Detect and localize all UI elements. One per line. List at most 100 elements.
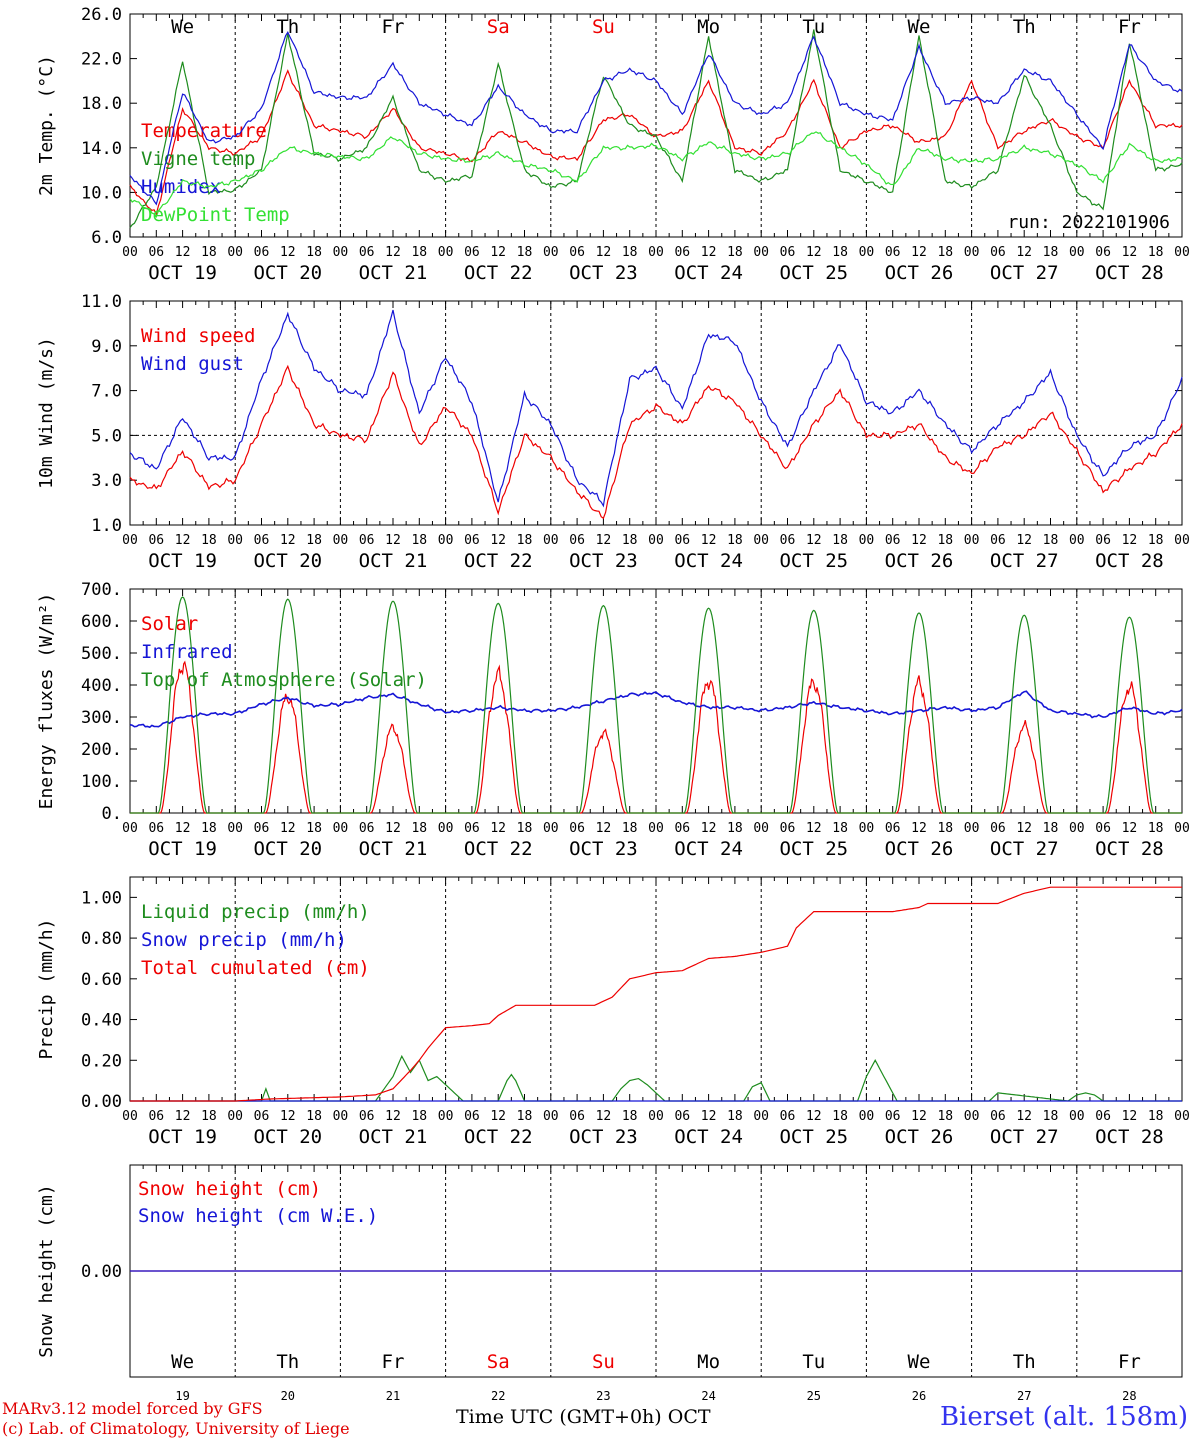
energy-date-label: OCT 26 <box>885 838 954 860</box>
energy-hour-label: 18 <box>727 821 743 836</box>
wind-hour-label: 18 <box>1148 533 1164 548</box>
energy-hour-label: 18 <box>832 821 848 836</box>
energy-hour-label: 12 <box>280 821 296 836</box>
weekday-label: Mo <box>697 16 720 38</box>
precip-hour-label: 00 <box>753 1109 769 1124</box>
weekday-label: Th <box>1013 16 1036 38</box>
weekday-label: Su <box>592 16 615 38</box>
temp-hour-label: 18 <box>832 245 848 260</box>
precip-legend-label: Total cumulated (cm) <box>141 957 370 979</box>
precip-date-label: OCT 27 <box>990 1126 1059 1148</box>
wind-hour-label: 12 <box>490 533 506 548</box>
temp-hour-label: 00 <box>333 245 349 260</box>
temp-legend-label: Temperature <box>141 120 267 142</box>
temp-hour-label: 00 <box>1174 245 1190 260</box>
day-number-label: 25 <box>807 1389 821 1400</box>
precip-hour-label: 18 <box>306 1109 322 1124</box>
temp-legend-label: DewPoint Temp <box>141 204 290 226</box>
energy-date-label: OCT 22 <box>464 838 533 860</box>
wind-hour-label: 12 <box>385 533 401 548</box>
energy-ylabel: Energy fluxes (W/m²) <box>36 593 57 810</box>
precip-hour-label: 06 <box>885 1109 901 1124</box>
energy-hour-label: 06 <box>674 821 690 836</box>
precip-date-label: OCT 23 <box>569 1126 638 1148</box>
temp-legend-label: Vigne temp <box>141 148 255 170</box>
wind-hour-label: 00 <box>1069 533 1085 548</box>
day-number-label: 22 <box>491 1389 505 1400</box>
wind-hour-label: 00 <box>648 533 664 548</box>
temp-hour-label: 06 <box>254 245 270 260</box>
wind-hour-label: 00 <box>1174 533 1190 548</box>
wind-ytick-label: 3.0 <box>91 471 122 491</box>
precip-hour-label: 12 <box>490 1109 506 1124</box>
energy-hour-label: 00 <box>648 821 664 836</box>
energy-hour-label: 00 <box>333 821 349 836</box>
wind-hour-label: 00 <box>543 533 559 548</box>
weekday-label: Su <box>592 1351 615 1373</box>
energy-hour-label: 12 <box>596 821 612 836</box>
energy-date-label: OCT 21 <box>359 838 428 860</box>
day-number-label: 20 <box>281 1389 295 1400</box>
wind-hour-label: 06 <box>359 533 375 548</box>
precip-hour-label: 12 <box>280 1109 296 1124</box>
energy-hour-label: 00 <box>543 821 559 836</box>
temp-date-label: OCT 27 <box>990 262 1059 284</box>
snow-ylabel: Snow height (cm) <box>36 1184 57 1357</box>
wind-date-label: OCT 24 <box>674 550 743 572</box>
precip-hour-label: 06 <box>148 1109 164 1124</box>
wind-hour-label: 18 <box>201 533 217 548</box>
precip-ytick-label: 1.00 <box>81 888 122 908</box>
wind-hour-label: 18 <box>727 533 743 548</box>
energy-hour-label: 18 <box>1148 821 1164 836</box>
energy-date-label: OCT 25 <box>779 838 848 860</box>
wind-ytick-label: 1.0 <box>91 516 122 536</box>
day-number-label: 23 <box>596 1389 610 1400</box>
energy-hour-label: 06 <box>885 821 901 836</box>
wind-hour-label: 06 <box>885 533 901 548</box>
day-number-label: 21 <box>386 1389 400 1400</box>
energy-series-line <box>129 690 1183 729</box>
precip-hour-label: 06 <box>990 1109 1006 1124</box>
wind-ytick-label: 9.0 <box>91 337 122 357</box>
wind-legend-label: Wind speed <box>141 325 255 347</box>
temp-hour-label: 06 <box>464 245 480 260</box>
lab-credit: (c) Lab. of Climatology, University of L… <box>2 1419 350 1438</box>
weekday-label: We <box>171 1351 194 1373</box>
wind-series-line <box>129 364 1183 520</box>
temp-hour-label: 18 <box>1043 245 1059 260</box>
wind-series-line <box>129 309 1183 508</box>
wind-hour-label: 06 <box>674 533 690 548</box>
wind-date-label: OCT 22 <box>464 550 533 572</box>
precip-hour-label: 18 <box>411 1109 427 1124</box>
energy-hour-label: 12 <box>1016 821 1032 836</box>
wind-date-label: OCT 27 <box>990 550 1059 572</box>
wind-hour-label: 18 <box>937 533 953 548</box>
temp-hour-label: 18 <box>937 245 953 260</box>
precip-ytick-label: 0.60 <box>81 970 122 990</box>
wind-hour-label: 18 <box>1043 533 1059 548</box>
precip-date-label: OCT 28 <box>1095 1126 1164 1148</box>
weekday-label: Tu <box>802 16 825 38</box>
temp-ytick-label: 14.0 <box>81 139 122 159</box>
day-number-label: 24 <box>701 1389 715 1400</box>
energy-hour-label: 06 <box>464 821 480 836</box>
precip-hour-label: 12 <box>596 1109 612 1124</box>
wind-hour-label: 00 <box>438 533 454 548</box>
energy-hour-label: 06 <box>1095 821 1111 836</box>
energy-hour-label: 00 <box>753 821 769 836</box>
precip-date-label: OCT 21 <box>359 1126 428 1148</box>
precip-hour-label: 18 <box>1148 1109 1164 1124</box>
time-axis-label: Time UTC (GMT+0h) OCT <box>456 1406 711 1428</box>
weekday-label: We <box>908 1351 931 1373</box>
precip-hour-label: 12 <box>175 1109 191 1124</box>
precip-hour-label: 00 <box>227 1109 243 1124</box>
temp-hour-label: 12 <box>385 245 401 260</box>
precip-hour-label: 00 <box>964 1109 980 1124</box>
precip-date-label: OCT 22 <box>464 1126 533 1148</box>
temp-hour-label: 06 <box>674 245 690 260</box>
temp-ytick-label: 22.0 <box>81 50 122 70</box>
precip-hour-label: 00 <box>1069 1109 1085 1124</box>
temp-hour-label: 06 <box>569 245 585 260</box>
weekday-label: Sa <box>487 1351 510 1373</box>
wind-date-label: OCT 21 <box>359 550 428 572</box>
